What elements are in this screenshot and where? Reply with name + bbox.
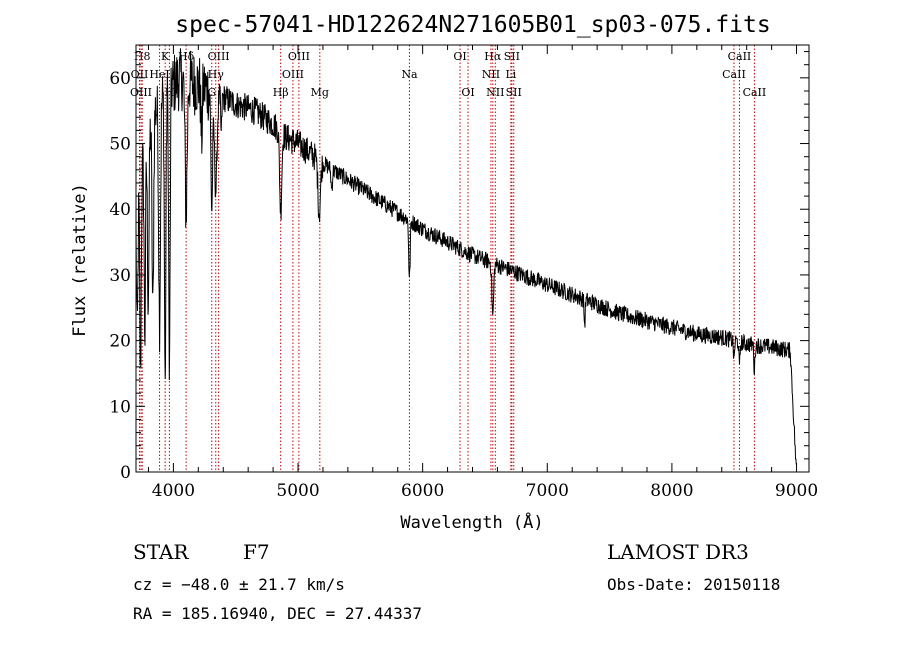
y-axis: 0 10 20 30 40 50 60 [109, 51, 809, 483]
line-marker-label: OIII [130, 86, 152, 99]
line-marker-label: NII [486, 86, 504, 99]
obs-date: Obs-Date: 20150118 [607, 575, 780, 594]
line-marker-label: OI [453, 50, 466, 63]
y-tick-label: 30 [109, 266, 131, 286]
line-marker-label: Hβ [273, 86, 289, 99]
y-tick-label: 40 [109, 200, 131, 220]
object-subclass: F7 [243, 540, 270, 564]
x-tick-label: 8000 [650, 481, 693, 501]
line-marker-label: SII [504, 50, 520, 63]
line-marker-label: Na [401, 68, 418, 81]
object-class: STAR [133, 540, 189, 564]
line-marker-label: OIII [208, 50, 230, 63]
survey-label: LAMOST DR3 [607, 540, 749, 564]
coordinates: RA = 185.16940, DEC = 27.44337 [133, 604, 422, 623]
y-tick-label: 60 [109, 69, 131, 89]
line-marker-label: K [161, 50, 170, 63]
line-marker-label: CaII [722, 68, 746, 81]
line-marker-label: OIII [288, 50, 310, 63]
x-axis: 4000 5000 6000 7000 8000 9000 [147, 45, 818, 501]
y-tick-label: 50 [109, 135, 131, 155]
line-marker-label: H8 [134, 50, 151, 63]
line-marker-label: SII [506, 86, 522, 99]
x-tick-label: 6000 [401, 481, 444, 501]
x-tick-label: 4000 [152, 481, 195, 501]
x-tick-label: 9000 [775, 481, 818, 501]
line-marker-label: H [165, 86, 175, 99]
line-marker-label: Hγ [208, 68, 225, 81]
line-marker-label: OIII [282, 68, 304, 81]
x-axis-label: Wavelength (Å) [400, 511, 543, 533]
line-marker-label: Hα [484, 50, 502, 63]
y-tick-label: 10 [109, 397, 131, 417]
y-tick-label: 20 [109, 332, 131, 352]
spectrum-line [135, 48, 797, 465]
x-tick-label: 7000 [526, 481, 569, 501]
line-marker-label: Li [505, 68, 516, 81]
line-marker-label: HeI [149, 68, 169, 81]
line-marker-label: CaII [728, 50, 752, 63]
y-axis-label: Flux (relative) [70, 183, 90, 337]
line-marker-label: Mg [311, 86, 329, 99]
line-marker-label: NII [482, 68, 500, 81]
x-tick-label: 5000 [276, 481, 319, 501]
y-tick-label: 0 [120, 463, 131, 483]
line-marker-label: G [207, 86, 216, 99]
chart-title: spec-57041-HD122624N271605B01_sp03-075.f… [175, 12, 770, 38]
line-marker-label: OII [131, 68, 149, 81]
line-marker-label: CaII [743, 86, 767, 99]
line-marker-label: OI [461, 86, 474, 99]
redshift-line: cz = −48.0 ± 21.7 km/s [133, 575, 345, 594]
